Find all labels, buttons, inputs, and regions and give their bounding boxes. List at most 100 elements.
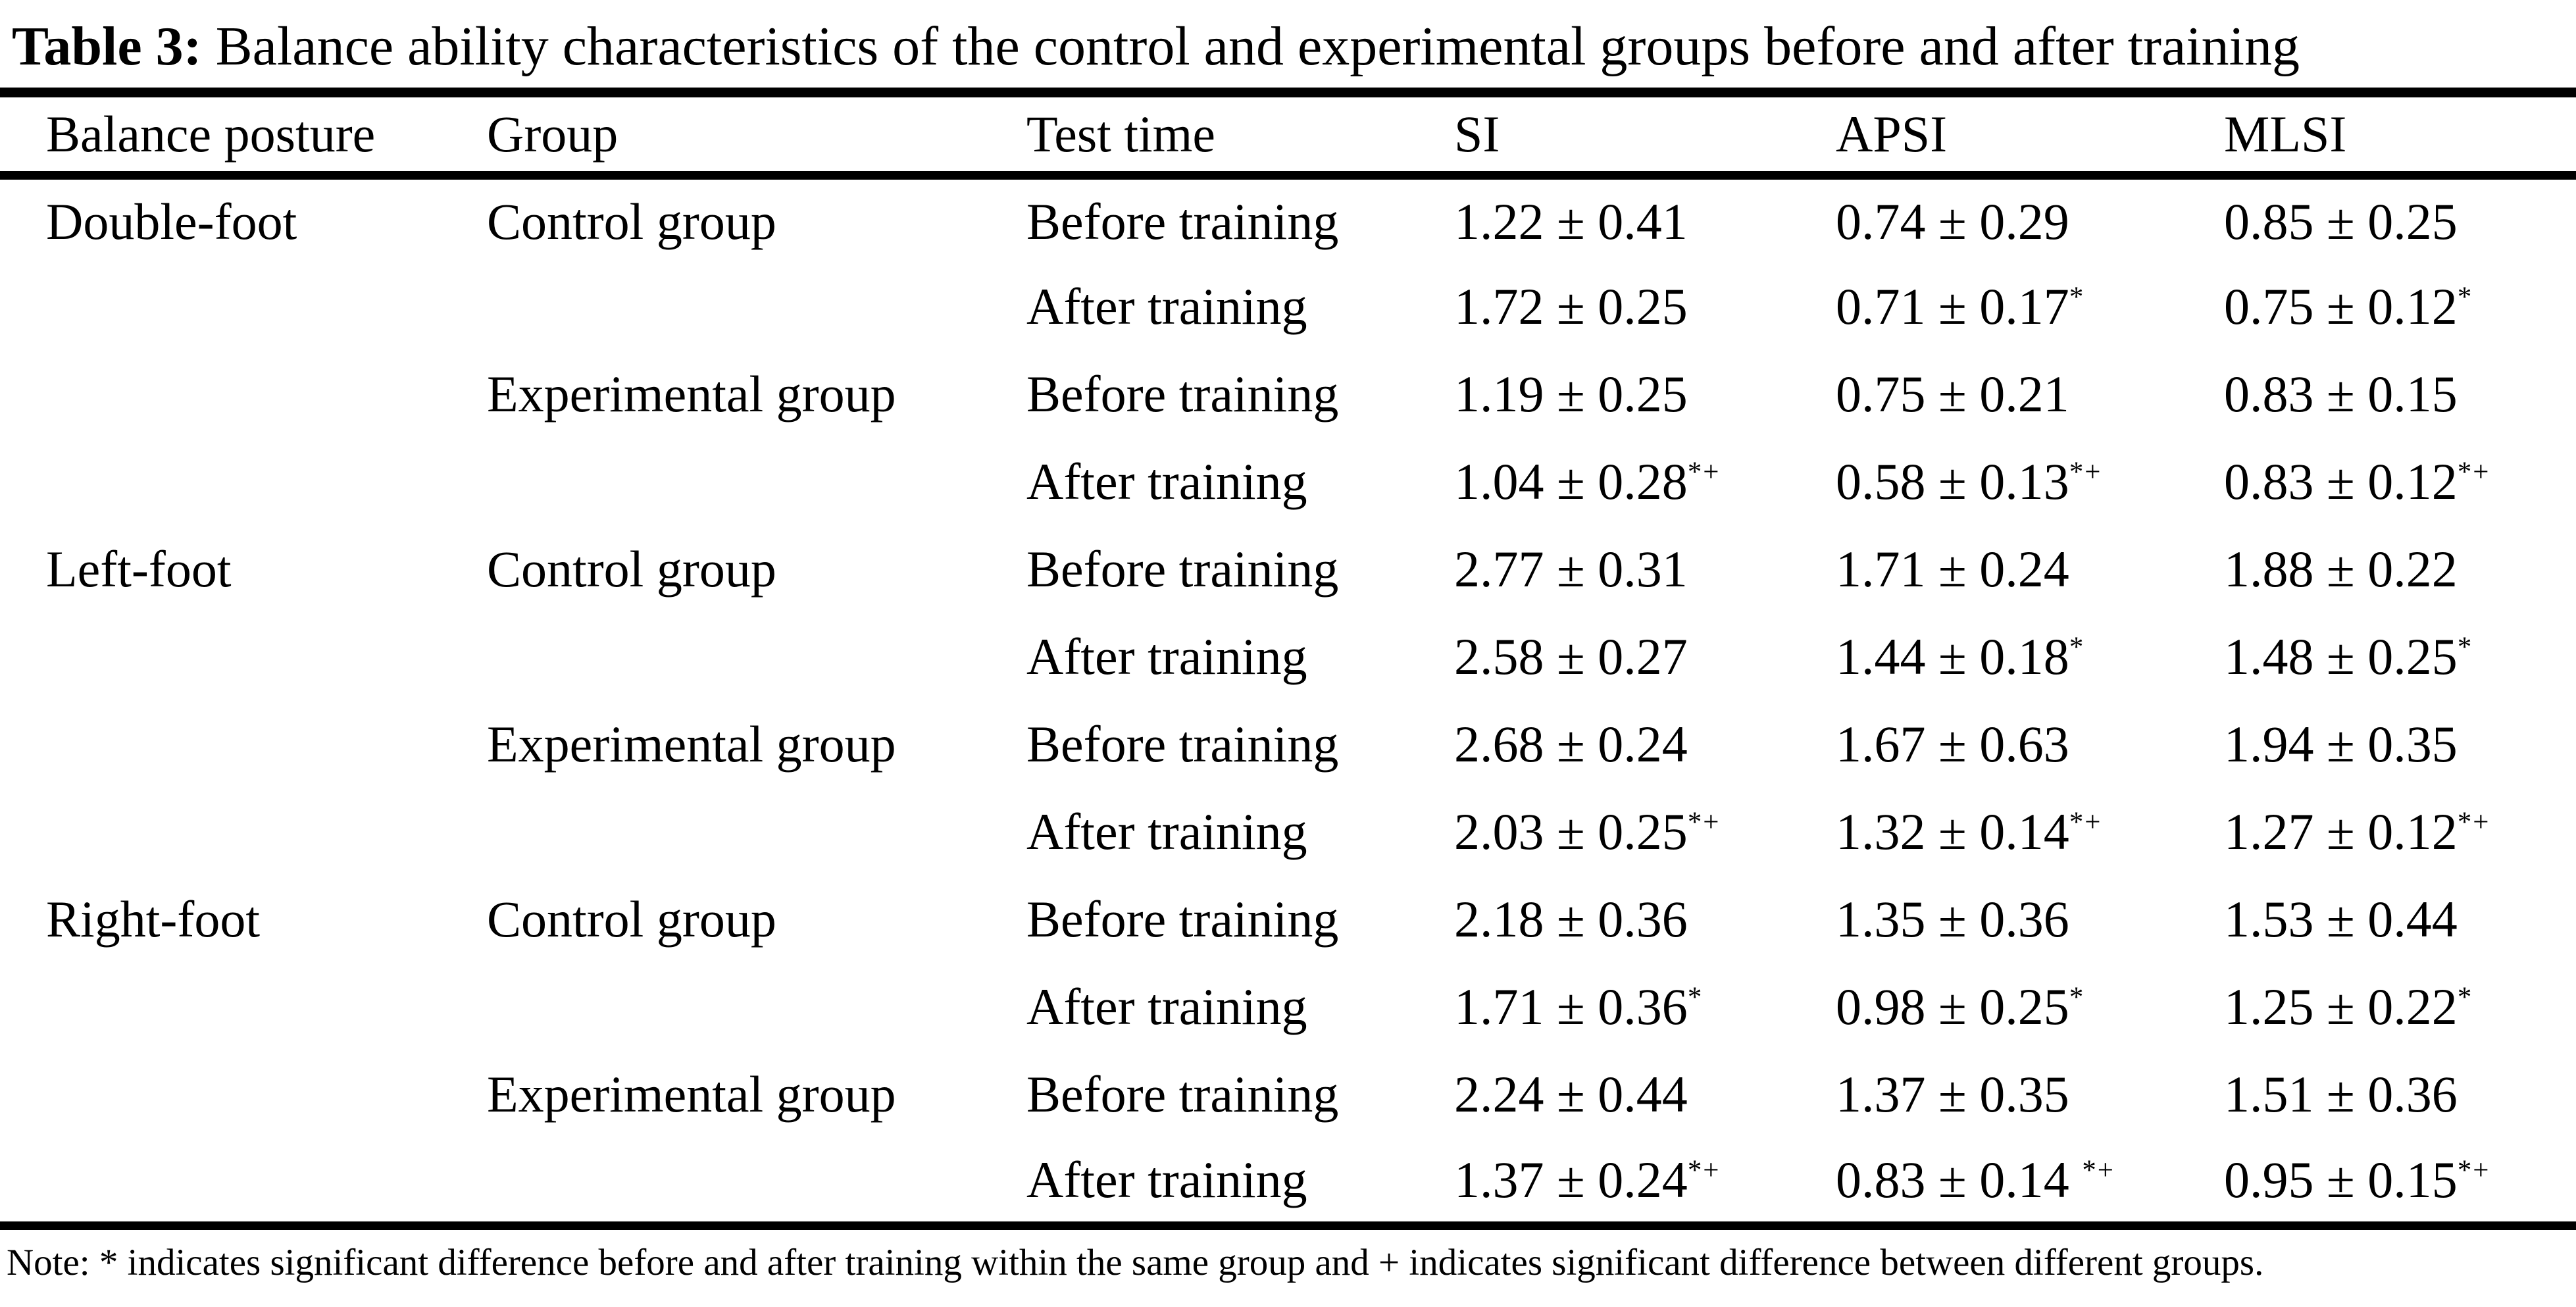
- mlsi-value: 1.94 ± 0.35: [2224, 715, 2458, 773]
- apsi-value: 0.98 ± 0.25: [1836, 978, 2069, 1036]
- cell-si: 2.24 ± 0.44: [1454, 1051, 1836, 1139]
- mlsi-value: 1.51 ± 0.36: [2224, 1065, 2458, 1123]
- apsi-value: 0.74 ± 0.29: [1836, 192, 2069, 250]
- mlsi-value: 1.88 ± 0.22: [2224, 540, 2458, 598]
- mlsi-value: 1.53 ± 0.44: [2224, 890, 2458, 948]
- si-value: 2.18 ± 0.36: [1454, 890, 1688, 948]
- cell-posture: [0, 351, 487, 438]
- table-row: Experimental group Before training 1.19 …: [0, 351, 2576, 438]
- cell-apsi: 1.37 ± 0.35: [1836, 1051, 2224, 1139]
- table-row: After training 1.37 ± 0.24*+ 0.83 ± 0.14…: [0, 1139, 2576, 1226]
- cell-test-time: After training: [1026, 803, 1307, 861]
- table-row: Experimental group Before training 2.24 …: [0, 1051, 2576, 1139]
- column-header-group: Group: [487, 105, 619, 163]
- cell-mlsi: 0.75 ± 0.12*: [2224, 263, 2576, 351]
- cell-group: Experimental group: [487, 715, 896, 773]
- mlsi-value: 0.83 ± 0.15: [2224, 365, 2458, 423]
- table-row: Experimental group Before training 2.68 …: [0, 701, 2576, 788]
- significance-marker: *+: [2069, 807, 2102, 838]
- si-value: 2.77 ± 0.31: [1454, 540, 1688, 598]
- column-header-mlsi: MLSI: [2224, 105, 2347, 163]
- significance-marker: *+: [2082, 1155, 2115, 1187]
- table-row: After training 2.03 ± 0.25*+ 1.32 ± 0.14…: [0, 788, 2576, 876]
- significance-marker: *: [2457, 282, 2473, 313]
- apsi-value: 1.35 ± 0.36: [1836, 890, 2069, 948]
- cell-posture: [0, 1051, 487, 1139]
- cell-test-time: Before training: [1026, 365, 1339, 423]
- si-value: 2.68 ± 0.24: [1454, 715, 1688, 773]
- significance-marker: *: [1687, 982, 1704, 1013]
- cell-si: 1.72 ± 0.25: [1454, 263, 1836, 351]
- cell-group: Control group: [487, 890, 776, 948]
- cell-si: 1.37 ± 0.24*+: [1454, 1139, 1836, 1226]
- significance-marker: *+: [2457, 807, 2490, 838]
- cell-group: [487, 613, 1026, 701]
- mlsi-value: 0.95 ± 0.15: [2224, 1151, 2458, 1209]
- cell-group: [487, 263, 1026, 351]
- cell-test-time: After training: [1026, 978, 1307, 1036]
- cell-mlsi: 1.27 ± 0.12*+: [2224, 788, 2576, 876]
- cell-test-time: After training: [1026, 453, 1307, 511]
- cell-apsi: 0.74 ± 0.29: [1836, 176, 2224, 263]
- cell-mlsi: 0.83 ± 0.12*+: [2224, 438, 2576, 526]
- apsi-value: 0.83 ± 0.14: [1836, 1151, 2083, 1209]
- cell-group: [487, 438, 1026, 526]
- cell-apsi: 1.32 ± 0.14*+: [1836, 788, 2224, 876]
- significance-marker: *+: [2069, 457, 2102, 488]
- cell-group: [487, 963, 1026, 1051]
- cell-apsi: 0.58 ± 0.13*+: [1836, 438, 2224, 526]
- si-value: 2.24 ± 0.44: [1454, 1065, 1688, 1123]
- cell-mlsi: 0.83 ± 0.15: [2224, 351, 2576, 438]
- table-row: After training 1.72 ± 0.25 0.71 ± 0.17* …: [0, 263, 2576, 351]
- cell-test-time: Before training: [1026, 715, 1339, 773]
- si-value: 1.19 ± 0.25: [1454, 365, 1688, 423]
- cell-test-time: After training: [1026, 1151, 1307, 1209]
- si-value: 1.37 ± 0.24: [1454, 1151, 1688, 1209]
- table-row: After training 2.58 ± 0.27 1.44 ± 0.18* …: [0, 613, 2576, 701]
- mlsi-value: 1.25 ± 0.22: [2224, 978, 2458, 1036]
- apsi-value: 1.44 ± 0.18: [1836, 628, 2069, 686]
- cell-posture: [0, 613, 487, 701]
- cell-test-time: After training: [1026, 278, 1307, 336]
- cell-posture: [0, 438, 487, 526]
- si-value: 1.04 ± 0.28: [1454, 453, 1688, 511]
- cell-group: [487, 788, 1026, 876]
- cell-posture: Left-foot: [46, 540, 232, 598]
- apsi-value: 0.58 ± 0.13: [1836, 453, 2069, 511]
- cell-apsi: 0.83 ± 0.14 *+: [1836, 1139, 2224, 1226]
- cell-test-time: Before training: [1026, 540, 1339, 598]
- cell-mlsi: 1.88 ± 0.22: [2224, 526, 2576, 613]
- cell-apsi: 1.44 ± 0.18*: [1836, 613, 2224, 701]
- significance-marker: *+: [1687, 1155, 1721, 1187]
- cell-posture: [0, 263, 487, 351]
- cell-si: 2.18 ± 0.36: [1454, 876, 1836, 963]
- apsi-value: 1.67 ± 0.63: [1836, 715, 2069, 773]
- table-title-text: Balance ability characteristics of the c…: [201, 16, 2300, 77]
- cell-posture: Right-foot: [46, 890, 260, 948]
- table-row: Double-foot Control group Before trainin…: [0, 176, 2576, 263]
- column-header-apsi: APSI: [1836, 105, 1948, 163]
- si-value: 2.58 ± 0.27: [1454, 628, 1688, 686]
- cell-apsi: 0.98 ± 0.25*: [1836, 963, 2224, 1051]
- apsi-value: 1.37 ± 0.35: [1836, 1065, 2069, 1123]
- si-value: 2.03 ± 0.25: [1454, 803, 1688, 861]
- cell-si: 2.58 ± 0.27: [1454, 613, 1836, 701]
- mlsi-value: 0.85 ± 0.25: [2224, 192, 2458, 250]
- cell-apsi: 1.35 ± 0.36: [1836, 876, 2224, 963]
- cell-apsi: 0.71 ± 0.17*: [1836, 263, 2224, 351]
- cell-mlsi: 1.51 ± 0.36: [2224, 1051, 2576, 1139]
- cell-si: 1.19 ± 0.25: [1454, 351, 1836, 438]
- table-title-label: Table 3:: [12, 16, 202, 77]
- cell-posture: [0, 963, 487, 1051]
- cell-mlsi: 1.48 ± 0.25*: [2224, 613, 2576, 701]
- cell-posture: [0, 1139, 487, 1226]
- significance-marker: *+: [1687, 457, 1721, 488]
- cell-test-time: Before training: [1026, 890, 1339, 948]
- cell-si: 1.22 ± 0.41: [1454, 176, 1836, 263]
- cell-group: [487, 1139, 1026, 1226]
- apsi-value: 0.71 ± 0.17: [1836, 278, 2069, 336]
- significance-marker: *+: [1687, 807, 1721, 838]
- cell-mlsi: 1.94 ± 0.35: [2224, 701, 2576, 788]
- cell-mlsi: 1.53 ± 0.44: [2224, 876, 2576, 963]
